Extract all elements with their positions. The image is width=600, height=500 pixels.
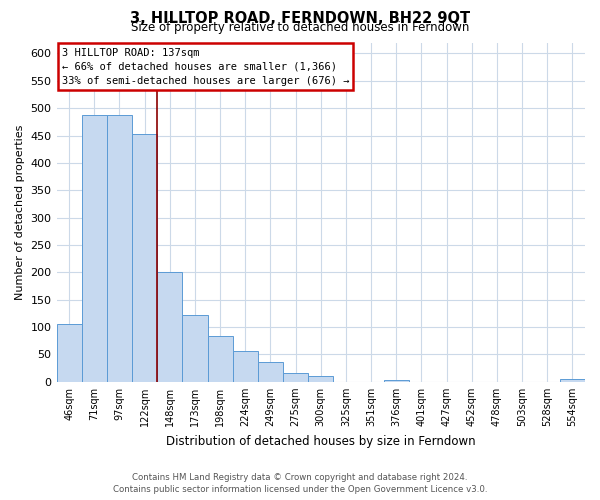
- Bar: [283, 373, 308, 382]
- Bar: [157, 272, 182, 382]
- Y-axis label: Number of detached properties: Number of detached properties: [15, 124, 25, 300]
- X-axis label: Distribution of detached houses by size in Ferndown: Distribution of detached houses by size …: [166, 434, 476, 448]
- Text: 3 HILLTOP ROAD: 137sqm
← 66% of detached houses are smaller (1,366)
33% of semi-: 3 HILLTOP ROAD: 137sqm ← 66% of detached…: [62, 48, 349, 86]
- Text: 3, HILLTOP ROAD, FERNDOWN, BH22 9QT: 3, HILLTOP ROAD, FERNDOWN, BH22 9QT: [130, 11, 470, 26]
- Bar: [258, 362, 283, 382]
- Bar: [560, 379, 585, 382]
- Bar: [383, 380, 409, 382]
- Text: Size of property relative to detached houses in Ferndown: Size of property relative to detached ho…: [131, 22, 469, 35]
- Bar: [182, 315, 208, 382]
- Bar: [308, 376, 334, 382]
- Bar: [132, 134, 157, 382]
- Text: Contains HM Land Registry data © Crown copyright and database right 2024.
Contai: Contains HM Land Registry data © Crown c…: [113, 472, 487, 494]
- Bar: [208, 336, 233, 382]
- Bar: [82, 114, 107, 382]
- Bar: [233, 350, 258, 382]
- Bar: [107, 114, 132, 382]
- Bar: [56, 324, 82, 382]
